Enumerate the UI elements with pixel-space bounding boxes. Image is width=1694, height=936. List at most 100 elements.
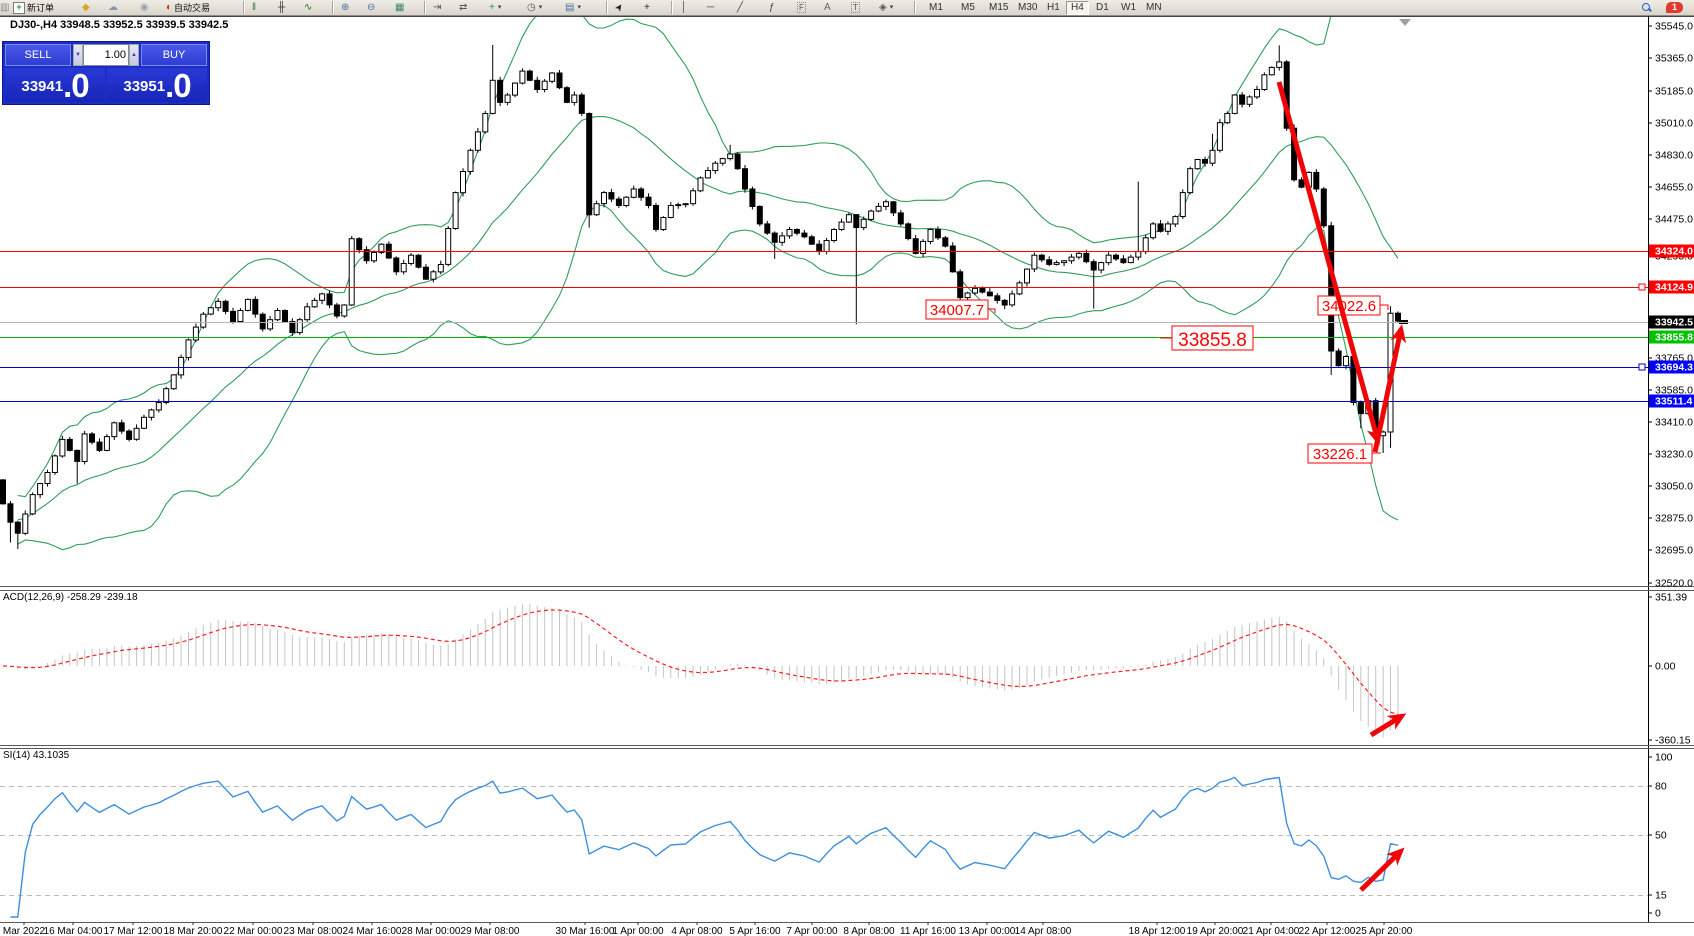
svg-text:34830.0: 34830.0 bbox=[1655, 150, 1693, 162]
zoom-out-icon: ⊖ bbox=[367, 1, 376, 13]
candle-chart-icon[interactable]: ╫ bbox=[278, 0, 285, 15]
chart-title: DJ30-,H4 33948.5 33952.5 33939.5 33942.5 bbox=[10, 19, 229, 31]
cloud-icon: ☁ bbox=[108, 1, 118, 13]
dropdown-arrow-icon: ▾ bbox=[497, 3, 502, 11]
crosshair-icon: + bbox=[644, 1, 650, 13]
clipped-icon[interactable]: ▥ bbox=[0, 0, 9, 15]
svg-text:28 Mar 00:00: 28 Mar 00:00 bbox=[402, 926, 461, 936]
auto-scroll-icon[interactable]: ⇄ bbox=[459, 0, 467, 15]
trend-arrow[interactable] bbox=[1359, 847, 1405, 892]
svg-text:8 Apr 08:00: 8 Apr 08:00 bbox=[843, 926, 895, 936]
svg-text:35365.0: 35365.0 bbox=[1655, 53, 1693, 65]
line-chart-icon: ∿ bbox=[304, 1, 313, 13]
line-handle[interactable] bbox=[1638, 283, 1646, 291]
svg-text:1 Apr 00:00: 1 Apr 00:00 bbox=[612, 926, 664, 936]
svg-text:33410.0: 33410.0 bbox=[1655, 417, 1693, 429]
toolbar-separator bbox=[332, 1, 334, 14]
trend-arrow[interactable] bbox=[1372, 324, 1407, 453]
svg-text:21 Apr 04:00: 21 Apr 04:00 bbox=[1243, 926, 1300, 936]
vertical-line-icon: │ bbox=[681, 1, 688, 13]
svg-text:80: 80 bbox=[1655, 781, 1667, 793]
macd-indicator-label: ACD(12,26,9) -258.29 -239.18 bbox=[3, 592, 138, 603]
timeframe-w1-button[interactable]: W1 bbox=[1121, 2, 1136, 13]
zoom-in-icon: ⊕ bbox=[341, 1, 350, 13]
svg-text:34124.9: 34124.9 bbox=[1655, 282, 1693, 294]
svg-text:35545.0: 35545.0 bbox=[1655, 21, 1693, 33]
volume-down-button[interactable]: ▼ bbox=[73, 44, 83, 66]
svg-text:18 Mar 20:00: 18 Mar 20:00 bbox=[164, 926, 223, 936]
bar-chart-icon[interactable]: ‖ bbox=[252, 0, 256, 15]
timeframe-m15-button[interactable]: M15 bbox=[989, 2, 1009, 13]
chart-shift-icon[interactable]: ⇥ bbox=[433, 0, 441, 15]
text-icon[interactable]: A bbox=[824, 0, 831, 15]
timeframe-mn-button[interactable]: MN bbox=[1146, 2, 1162, 13]
svg-text:100: 100 bbox=[1655, 752, 1673, 764]
clipped-icon: ▥ bbox=[0, 1, 10, 13]
trendline-icon[interactable]: ╱ bbox=[737, 0, 743, 15]
buy-button[interactable]: BUY bbox=[141, 44, 207, 66]
volume-input[interactable] bbox=[83, 44, 129, 66]
zoom-out-icon[interactable]: ⊖ bbox=[367, 0, 375, 15]
trend-arrow[interactable] bbox=[1276, 81, 1383, 446]
signal-icon: ◉ bbox=[140, 1, 149, 13]
shapes-button[interactable]: ◈ ▾ bbox=[879, 0, 893, 15]
cursor-icon[interactable]: ➤ bbox=[613, 0, 627, 15]
svg-text:25 Apr 20:00: 25 Apr 20:00 bbox=[1356, 926, 1413, 936]
svg-text:22 Mar 00:00: 22 Mar 00:00 bbox=[224, 926, 283, 936]
volume-up-button[interactable]: ▲ bbox=[129, 44, 139, 66]
new-order-button-label: 新订单 bbox=[27, 2, 55, 13]
rsi-layer bbox=[0, 776, 1648, 918]
sell-price-display[interactable]: 33941.0 bbox=[5, 68, 105, 102]
timeframe-d1-button[interactable]: D1 bbox=[1096, 2, 1109, 13]
toolbar-separator bbox=[606, 1, 608, 14]
buy-price-display[interactable]: 33951.0 bbox=[107, 68, 207, 102]
alerts-button[interactable]: 1 bbox=[1666, 0, 1683, 15]
candles-layer bbox=[0, 45, 1408, 549]
fibonacci-icon[interactable]: ƒ bbox=[769, 0, 775, 15]
toolbar: ▥ + 新订单 ◆ ☁ ◉ ◐ 自动交易 ‖ ╫ ∿ ⊕ ⊖ ▦ ⇥ ⇄ + ▾ ◷ ▾ ▤ ▾ ➤ + │ ─ ╱ ƒ F A T ◈ ▾ M1… bbox=[0, 0, 1694, 16]
sell-button[interactable]: SELL bbox=[5, 44, 71, 66]
text-label-icon[interactable]: T bbox=[851, 0, 860, 15]
diamond-icon[interactable]: ◆ bbox=[82, 0, 90, 15]
fibonacci-icon: ƒ bbox=[769, 1, 775, 13]
svg-text:16 Mar 04:00: 16 Mar 04:00 bbox=[44, 926, 103, 936]
price-annotation-text: 33855.8 bbox=[1178, 330, 1247, 351]
trendline-icon: ╱ bbox=[737, 1, 744, 13]
annotations-layer[interactable]: 34007.7 33855.8 34022.6 33226.1 bbox=[925, 295, 1389, 464]
svg-text:33694.3: 33694.3 bbox=[1655, 362, 1693, 374]
templates-button[interactable]: ▤ ▾ bbox=[565, 0, 581, 15]
timeframe-h4-button[interactable]: H4 bbox=[1066, 1, 1089, 15]
horizontal-lines-layer[interactable] bbox=[0, 251, 1648, 402]
zoom-in-icon[interactable]: ⊕ bbox=[341, 0, 349, 15]
crosshair-icon[interactable]: + bbox=[644, 0, 650, 15]
axes-layer: 35545.0 35365.0 35185.0 35010.0 34830.0 34655… bbox=[3, 21, 1694, 936]
svg-text:7 Apr 00:00: 7 Apr 00:00 bbox=[786, 926, 838, 936]
new-order-button[interactable]: + 新订单 bbox=[13, 0, 54, 15]
line-chart-icon[interactable]: ∿ bbox=[304, 0, 312, 15]
indicators-icon: + bbox=[489, 1, 495, 13]
timeframe-h1-button[interactable]: H1 bbox=[1047, 2, 1060, 13]
search-button[interactable] bbox=[1642, 0, 1651, 15]
auto-trading-button[interactable]: ◐ 自动交易 bbox=[166, 0, 210, 15]
svg-text:33855.8: 33855.8 bbox=[1655, 332, 1693, 344]
grid-icon[interactable]: F bbox=[797, 0, 806, 15]
cloud-icon[interactable]: ☁ bbox=[108, 0, 118, 15]
svg-text:23 Mar 08:00: 23 Mar 08:00 bbox=[284, 926, 343, 936]
timeframe-m1-button[interactable]: M1 bbox=[929, 2, 943, 13]
svg-text:0: 0 bbox=[1655, 908, 1661, 920]
indicators-button[interactable]: + ▾ bbox=[489, 0, 501, 15]
trend-arrows-layer[interactable] bbox=[1276, 81, 1407, 892]
horizontal-line-icon[interactable]: ─ bbox=[707, 0, 714, 15]
vertical-line-icon[interactable]: │ bbox=[681, 0, 687, 15]
timeframe-m5-button[interactable]: M5 bbox=[961, 2, 975, 13]
timeframe-m30-button[interactable]: M30 bbox=[1018, 2, 1038, 13]
signal-icon[interactable]: ◉ bbox=[140, 0, 149, 15]
periods-button[interactable]: ◷ ▾ bbox=[527, 0, 542, 15]
tile-windows-icon[interactable]: ▦ bbox=[395, 0, 404, 15]
line-handle[interactable] bbox=[1638, 363, 1646, 371]
svg-text:17 Mar 12:00: 17 Mar 12:00 bbox=[104, 926, 163, 936]
svg-text:33050.0: 33050.0 bbox=[1655, 481, 1693, 493]
trend-arrow[interactable] bbox=[1369, 713, 1407, 738]
svg-text:-360.15: -360.15 bbox=[1655, 735, 1691, 747]
